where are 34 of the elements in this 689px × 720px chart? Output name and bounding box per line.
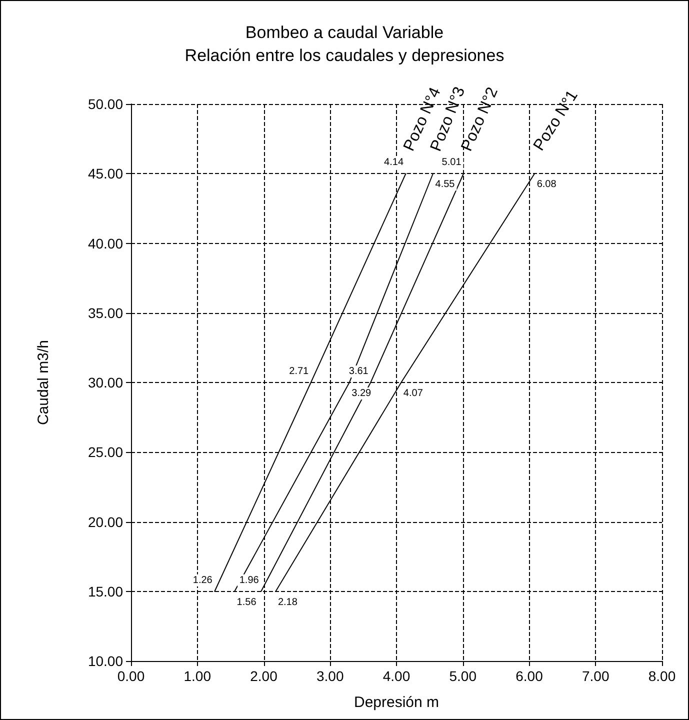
annotation: 6.08 — [536, 179, 557, 190]
annotation: 4.07 — [403, 388, 424, 399]
y-tick-label: 20.00 — [88, 514, 124, 530]
x-axis-title: Depresión m — [354, 694, 440, 711]
x-tick-label: 6.00 — [516, 668, 544, 684]
y-tick-label: 25.00 — [88, 444, 124, 460]
chart-subtitle: Relación entre los caudales y depresiones — [184, 46, 504, 65]
x-tick-label: 3.00 — [316, 668, 344, 684]
annotation: 1.56 — [236, 596, 257, 608]
y-tick-label: 50.00 — [88, 96, 124, 112]
annotation: 4.14 — [384, 157, 404, 168]
annotation: 3.61 — [348, 366, 369, 377]
x-tick-label: 0.00 — [117, 668, 145, 684]
annotation: 5.01 — [442, 157, 462, 168]
y-tick-label: 30.00 — [88, 374, 124, 390]
annotation: 3.29 — [352, 388, 372, 399]
x-tick-label: 5.00 — [449, 668, 477, 684]
chart-title: Bombeo a caudal Variable — [245, 23, 444, 42]
y-tick-label: 10.00 — [88, 653, 124, 669]
y-axis-title: Caudal m3/h — [35, 340, 52, 426]
x-tick-label: 4.00 — [382, 668, 410, 684]
annotation: 1.96 — [239, 574, 260, 586]
annotation: 2.18 — [278, 596, 298, 608]
y-tick-label: 45.00 — [88, 166, 124, 182]
y-tick-label: 15.00 — [88, 583, 124, 600]
y-tick-label: 35.00 — [88, 304, 124, 321]
annotation: 2.71 — [289, 366, 310, 377]
x-tick-label: 1.00 — [184, 668, 212, 684]
annotation: 4.55 — [435, 179, 456, 190]
x-tick-label: 7.00 — [582, 668, 610, 684]
x-tick-label: 8.00 — [648, 668, 676, 684]
y-tick-label: 40.00 — [88, 235, 124, 252]
annotation: 1.26 — [192, 574, 213, 586]
x-tick-label: 2.00 — [250, 668, 278, 684]
